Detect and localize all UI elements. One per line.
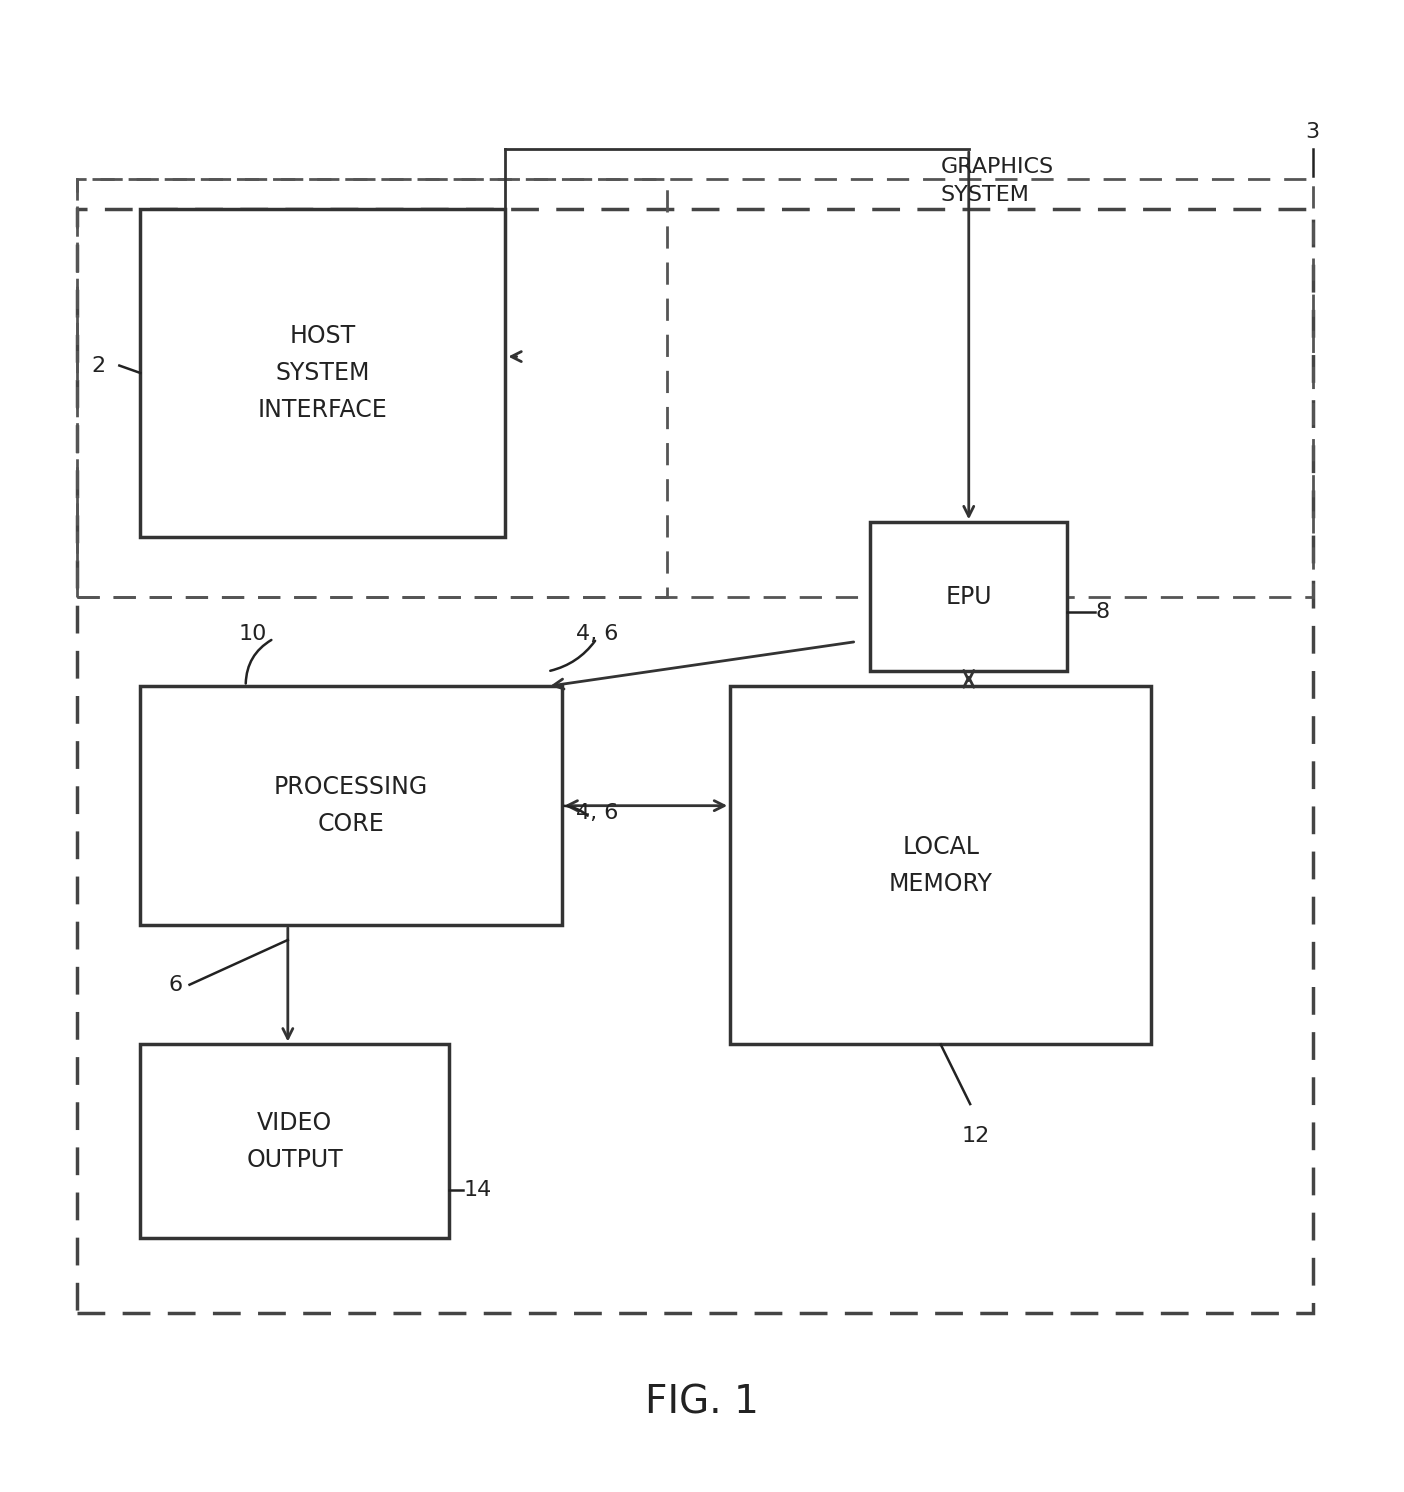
Text: 6: 6: [168, 974, 183, 995]
Bar: [870, 522, 1067, 671]
Text: 4, 6: 4, 6: [576, 803, 618, 824]
Text: 3: 3: [1306, 122, 1320, 142]
Bar: [77, 179, 667, 597]
Bar: [77, 209, 1313, 1313]
Text: 10: 10: [239, 624, 267, 645]
Bar: [140, 686, 562, 925]
Text: 4, 6: 4, 6: [576, 624, 618, 645]
Text: HOST
SYSTEM
INTERFACE: HOST SYSTEM INTERFACE: [258, 324, 388, 422]
Text: VIDEO
OUTPUT: VIDEO OUTPUT: [247, 1110, 343, 1173]
Text: 8: 8: [1095, 601, 1109, 622]
Text: 2: 2: [91, 355, 105, 376]
Bar: [140, 1044, 449, 1238]
Bar: [730, 686, 1151, 1044]
Text: GRAPHICS
SYSTEM: GRAPHICS SYSTEM: [941, 157, 1054, 204]
Text: LOCAL
MEMORY: LOCAL MEMORY: [889, 834, 993, 897]
Bar: [140, 209, 505, 537]
Text: FIG. 1: FIG. 1: [644, 1383, 760, 1422]
Bar: [77, 179, 1313, 597]
Text: PROCESSING
CORE: PROCESSING CORE: [274, 774, 428, 837]
Text: 12: 12: [962, 1126, 990, 1146]
Text: EPU: EPU: [945, 585, 993, 609]
Text: 14: 14: [463, 1180, 491, 1200]
